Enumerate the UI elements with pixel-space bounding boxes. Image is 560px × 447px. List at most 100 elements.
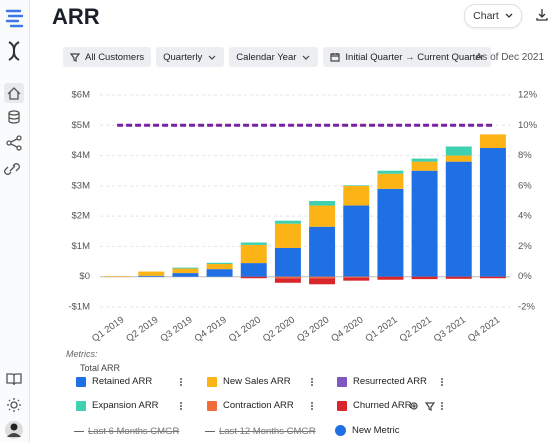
bar-segment <box>172 273 199 277</box>
x-tick-label: Q4 2021 <box>466 315 502 345</box>
bar-segment <box>411 170 438 277</box>
bar-segment <box>309 205 336 227</box>
disabled-metric[interactable]: Last 12 Months CMGR <box>205 426 316 437</box>
filter-pill[interactable]: Quarterly <box>156 47 225 67</box>
item-menu[interactable] <box>178 377 184 387</box>
bar-segment <box>309 201 336 206</box>
x-tick-label: Q3 2019 <box>158 315 194 345</box>
bar-segment <box>377 173 404 189</box>
legend-item[interactable]: New Sales ARR <box>207 376 317 387</box>
bar-segment <box>343 185 370 186</box>
metric-label: Last 6 Months CMGR <box>88 426 180 437</box>
legend-swatch <box>207 400 217 411</box>
sidebar <box>0 0 30 442</box>
menu-dot <box>441 383 443 386</box>
bar-segment <box>240 263 267 277</box>
y2-tick-label: 6% <box>518 180 532 191</box>
bar-segment <box>274 223 301 248</box>
legend-item[interactable]: Retained ARR <box>76 376 186 387</box>
legend-label: Resurrected ARR <box>353 376 427 387</box>
add-icon <box>335 425 346 436</box>
home-active[interactable] <box>4 83 24 103</box>
bar-segment <box>377 276 404 280</box>
bar-segment <box>309 278 336 285</box>
filter-icon <box>330 53 341 62</box>
x-tick-label: Q3 2020 <box>295 315 331 345</box>
bar-segment <box>343 185 370 206</box>
filter-pill[interactable]: Initial Quarter → Current Quarter <box>323 47 491 67</box>
y2-tick-label: -2% <box>518 302 535 313</box>
legend-label: Retained ARR <box>92 376 153 387</box>
y2-tick-label: 10% <box>518 120 538 131</box>
y2-tick-label: 12% <box>518 90 538 101</box>
item-menu[interactable] <box>309 401 315 411</box>
view-toggle[interactable]: Chart <box>464 4 522 28</box>
metric-dash <box>205 431 215 432</box>
bar-segment <box>240 244 267 264</box>
legend-item[interactable]: Resurrected ARR <box>337 376 447 387</box>
bar-segment <box>445 146 472 156</box>
legend-swatch <box>337 400 347 411</box>
menu-dot <box>311 383 313 386</box>
x-tick-label: Q4 2020 <box>329 315 365 345</box>
legend-swatch <box>76 376 86 387</box>
bar-segment <box>411 158 438 162</box>
menu-dot <box>311 380 313 383</box>
settings-icon-shape <box>410 401 418 410</box>
chevron <box>302 55 310 60</box>
bar-segment <box>206 262 233 264</box>
x-tick-label: Q1 2019 <box>90 315 126 345</box>
filter-pill[interactable]: All Customers <box>63 47 152 67</box>
bar-segment <box>206 263 233 270</box>
legend-swatch <box>337 376 347 387</box>
x-tick-label: Q1 2021 <box>363 315 399 345</box>
chevron <box>208 55 216 60</box>
bar-segment <box>479 148 506 277</box>
bar-segment <box>206 269 233 277</box>
filter-label: Initial Quarter → Current Quarter <box>345 51 484 63</box>
legend-swatch <box>76 400 86 411</box>
filter-label: Calendar Year <box>236 51 297 63</box>
legend-item[interactable]: Churned ARR <box>337 400 447 411</box>
legend-label: Contraction ARR <box>223 400 294 411</box>
legend-item[interactable]: Expansion ARR <box>76 400 186 411</box>
bar-segment <box>138 271 165 276</box>
filter-icon-shape <box>70 53 80 62</box>
bar-segment <box>479 134 506 148</box>
menu-dot <box>441 401 443 404</box>
filter-pill[interactable]: Calendar Year <box>229 47 319 67</box>
chevron-shape <box>302 55 310 60</box>
menu-dot <box>441 407 443 410</box>
x-tick-label: Q2 2020 <box>261 315 297 345</box>
bar-segment <box>479 276 506 279</box>
menu-dot <box>441 380 443 383</box>
y-tick-label: $2M <box>72 211 91 222</box>
y-tick-label: $4M <box>72 150 91 161</box>
bar-segment <box>445 155 472 162</box>
menu-dot <box>180 377 182 380</box>
y2-tick-label: 2% <box>518 241 532 252</box>
x-tick-label: Q3 2021 <box>432 315 468 345</box>
item-menu[interactable] <box>439 401 445 411</box>
y2-tick-label: 4% <box>518 211 532 222</box>
menu-dot <box>441 377 443 380</box>
legend-item[interactable]: Contraction ARR <box>207 400 317 411</box>
item-menu[interactable] <box>439 377 445 387</box>
bar-segment <box>309 276 336 279</box>
menu-dot <box>441 404 443 407</box>
item-menu[interactable] <box>309 377 315 387</box>
bar-segment <box>274 220 301 224</box>
menu-dot <box>180 404 182 407</box>
add-metric[interactable]: New Metric <box>335 425 400 436</box>
bar-segment <box>309 226 336 277</box>
item-menu[interactable] <box>178 401 184 411</box>
download-icon[interactable] <box>535 8 549 22</box>
settings-icon <box>410 401 418 410</box>
filter-label: All Customers <box>85 51 145 63</box>
y-tick-label: $0 <box>79 271 90 282</box>
legend-label: Expansion ARR <box>92 400 159 411</box>
disabled-metric[interactable]: Last 6 Months CMGR <box>74 426 179 437</box>
filter-bar: All Customers Quarterly Calendar Year Initi… <box>63 47 491 67</box>
menu-dot <box>180 383 182 386</box>
